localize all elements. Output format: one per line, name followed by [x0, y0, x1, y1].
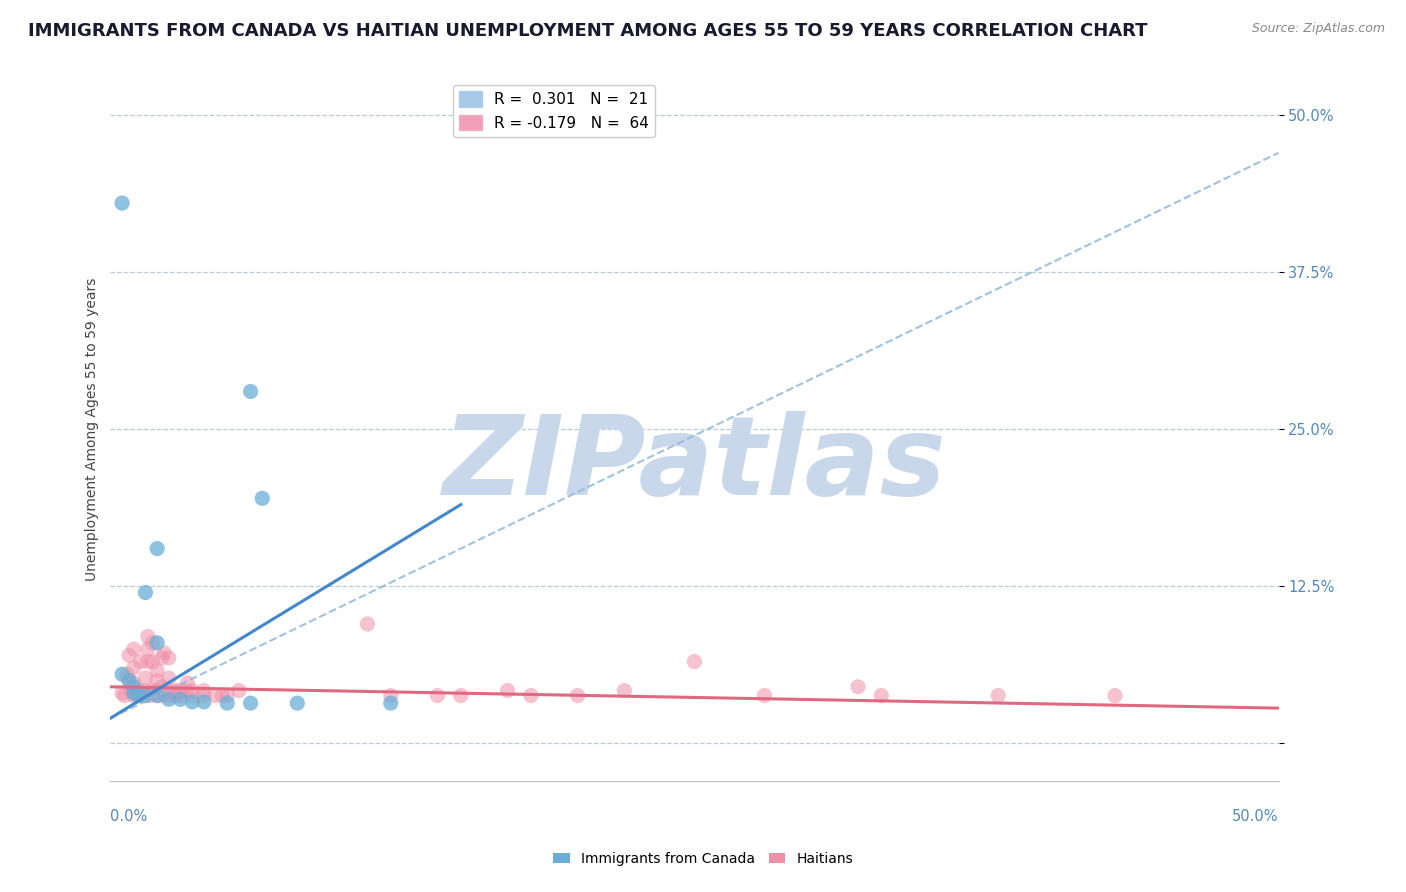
Point [567, 689, 589, 703]
Point [380, 696, 402, 710]
Point [870, 689, 893, 703]
Point [211, 689, 233, 703]
Point [134, 689, 156, 703]
Point [181, 683, 204, 698]
Point [165, 689, 187, 703]
Point [118, 648, 141, 663]
Point [683, 655, 706, 669]
Point [115, 667, 138, 681]
Text: 0.0%: 0.0% [111, 809, 148, 824]
Point [217, 689, 239, 703]
Point [127, 689, 149, 703]
Point [157, 689, 180, 703]
Point [118, 673, 141, 688]
Point [146, 664, 169, 678]
Point [426, 689, 449, 703]
Point [380, 689, 402, 703]
Point [134, 683, 156, 698]
Point [150, 689, 173, 703]
Point [157, 671, 180, 685]
Point [174, 683, 197, 698]
Point [146, 683, 169, 698]
Point [165, 683, 187, 698]
Legend: R =  0.301   N =  21, R = -0.179   N =  64: R = 0.301 N = 21, R = -0.179 N = 64 [453, 85, 655, 136]
Point [150, 651, 173, 665]
Point [193, 689, 215, 703]
Point [127, 683, 149, 698]
Point [139, 689, 162, 703]
Point [150, 680, 173, 694]
Point [132, 689, 155, 703]
Point [129, 655, 152, 669]
Point [239, 384, 262, 399]
Point [193, 683, 215, 698]
Point [204, 689, 226, 703]
Point [146, 689, 169, 703]
Point [285, 696, 308, 710]
Point [136, 655, 159, 669]
Point [134, 689, 156, 703]
Point [134, 585, 156, 599]
Point [754, 689, 776, 703]
Text: 50.0%: 50.0% [1232, 809, 1278, 824]
Text: IMMIGRANTS FROM CANADA VS HAITIAN UNEMPLOYMENT AMONG AGES 55 TO 59 YEARS CORRELA: IMMIGRANTS FROM CANADA VS HAITIAN UNEMPL… [28, 22, 1147, 40]
Point [112, 689, 135, 703]
Point [169, 692, 191, 706]
Point [228, 683, 250, 698]
Point [111, 667, 134, 681]
Point [181, 695, 204, 709]
Point [141, 636, 163, 650]
Point [157, 692, 180, 706]
Point [122, 642, 145, 657]
Point [217, 696, 239, 710]
Point [450, 689, 472, 703]
Point [613, 683, 636, 698]
Point [496, 683, 519, 698]
Point [157, 651, 180, 665]
Legend: Immigrants from Canada, Haitians: Immigrants from Canada, Haitians [547, 847, 859, 871]
Point [356, 617, 378, 632]
Point [120, 683, 142, 698]
Point [122, 676, 145, 690]
Point [193, 695, 215, 709]
Point [122, 689, 145, 703]
Point [122, 661, 145, 675]
Point [136, 630, 159, 644]
Point [134, 671, 156, 685]
Point [157, 683, 180, 698]
Text: ZIPatlas: ZIPatlas [443, 411, 946, 518]
Point [987, 689, 1010, 703]
Point [146, 636, 169, 650]
Point [153, 646, 176, 660]
Point [141, 655, 163, 669]
Point [520, 689, 543, 703]
Point [1104, 689, 1126, 703]
Point [846, 680, 869, 694]
Point [181, 689, 204, 703]
Point [252, 491, 274, 506]
Point [111, 196, 134, 211]
Point [176, 676, 198, 690]
Point [127, 689, 149, 703]
Point [111, 686, 134, 700]
Point [146, 673, 169, 688]
Point [169, 683, 191, 698]
Point [146, 689, 169, 703]
Point [122, 680, 145, 694]
Point [146, 541, 169, 556]
Point [169, 689, 191, 703]
Point [141, 683, 163, 698]
Point [122, 686, 145, 700]
Y-axis label: Unemployment Among Ages 55 to 59 years: Unemployment Among Ages 55 to 59 years [86, 277, 100, 581]
Text: Source: ZipAtlas.com: Source: ZipAtlas.com [1251, 22, 1385, 36]
Point [239, 696, 262, 710]
Point [118, 673, 141, 688]
Point [136, 642, 159, 657]
